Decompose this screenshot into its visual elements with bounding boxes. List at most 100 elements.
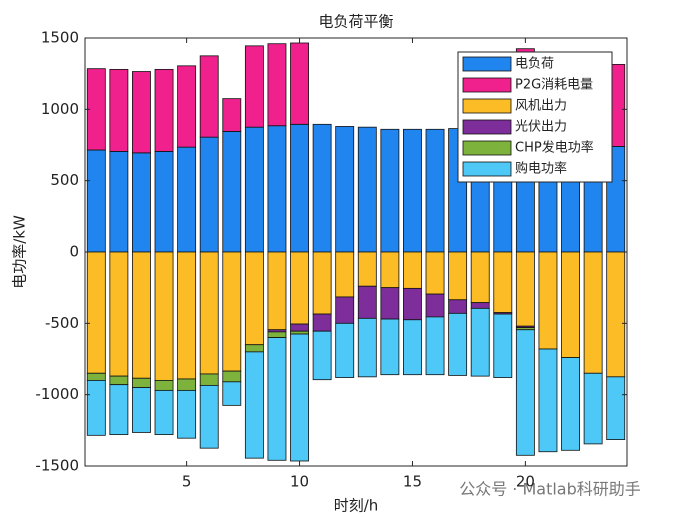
bar-segment: [154, 251, 174, 381]
bar-segment: [267, 331, 287, 339]
x-tick-label: 5: [182, 473, 192, 491]
bar-segment: [583, 251, 603, 374]
bar-segment: [357, 285, 377, 319]
bar-segment: [448, 251, 468, 301]
bar-segment: [561, 357, 580, 451]
bar-segment: [132, 71, 151, 154]
bar-segment: [312, 251, 332, 315]
y-axis-label: 电功率/kW: [11, 215, 29, 289]
legend-box: [457, 51, 613, 183]
bar-segment: [335, 322, 355, 378]
bar-segment: [177, 251, 197, 380]
bar-segment: [403, 251, 422, 289]
bar-segment: [109, 375, 129, 386]
y-tick-label: 1000: [41, 100, 79, 118]
bar-segment: [199, 136, 219, 253]
legend-label: 电负荷: [515, 57, 554, 72]
bar-segment: [380, 287, 400, 320]
legend-swatch: [462, 56, 512, 72]
bar-segment: [380, 318, 400, 376]
legend-label: P2G消耗电量: [515, 78, 593, 93]
bar-segment: [606, 251, 626, 378]
bar-segment: [132, 377, 151, 388]
bar-segment: [538, 348, 558, 453]
x-axis-label: 时刻/h: [334, 497, 379, 515]
bar-segment: [290, 42, 309, 125]
bar-segment: [583, 372, 603, 445]
bar-segment: [425, 128, 445, 253]
bar-segment: [154, 68, 174, 152]
bar-segment: [267, 43, 287, 127]
bar-segment: [154, 151, 174, 253]
y-tick-label: 0: [69, 243, 79, 261]
bar-segment: [244, 251, 264, 346]
bar-segment: [380, 128, 400, 253]
bar-segment: [380, 251, 400, 289]
bar-segment: [222, 131, 242, 253]
bar-segment: [267, 337, 287, 461]
chart-title: 电负荷平衡: [318, 13, 393, 31]
bar-segment: [312, 123, 332, 253]
bar-segment: [403, 128, 422, 253]
bar-segment: [425, 316, 445, 376]
bar-segment: [493, 251, 513, 314]
y-tick-label: -1000: [35, 385, 79, 403]
bar-segment: [154, 389, 174, 436]
bar-segment: [290, 323, 309, 332]
bar-segment: [515, 329, 535, 456]
bar-segment: [244, 351, 264, 459]
bar-segment: [267, 251, 287, 331]
y-tick-label: 1500: [41, 29, 79, 47]
bar-segment: [199, 384, 219, 449]
bar-segment: [199, 373, 219, 386]
bar-segment: [425, 251, 445, 295]
x-tick-label: 10: [290, 473, 309, 491]
bar-segment: [290, 123, 309, 253]
legend-label: 光伏出力: [515, 120, 567, 135]
x-tick-label: 15: [403, 473, 422, 491]
bar-segment: [335, 296, 355, 324]
bar-segment: [290, 333, 309, 462]
bar-segment: [86, 251, 106, 374]
bar-segment: [312, 330, 332, 381]
bar-segment: [222, 370, 242, 383]
bar-segment: [154, 379, 174, 391]
legend-swatch: [462, 98, 512, 114]
bar-segment: [222, 251, 242, 372]
bar-segment: [470, 251, 490, 304]
y-tick-label: -1500: [35, 457, 79, 475]
bar-segment: [86, 379, 106, 436]
bar-segment: [606, 376, 626, 441]
bar-segment: [290, 330, 309, 335]
bar-segment: [267, 125, 287, 253]
bar-segment: [109, 384, 129, 436]
bar-segment: [493, 313, 513, 378]
bar-segment: [335, 126, 355, 253]
bar-segment: [425, 293, 445, 318]
x-tick-label: 20: [516, 473, 535, 491]
legend-swatch: [462, 161, 512, 177]
bar-segment: [109, 251, 129, 377]
bar-segment: [357, 126, 377, 253]
y-tick-label: -500: [45, 314, 79, 332]
bar-segment: [177, 389, 197, 439]
legend-label: 购电功率: [515, 161, 567, 177]
bar-segment: [177, 65, 197, 148]
bar-segment: [290, 251, 309, 325]
bar-segment: [132, 251, 151, 379]
bar-segment: [132, 152, 151, 253]
bar-segment: [222, 381, 242, 406]
bar-segment: [244, 344, 264, 353]
bar-segment: [561, 251, 580, 358]
bar-segment: [177, 378, 197, 391]
bar-segment: [357, 251, 377, 287]
bar-segment: [335, 251, 355, 298]
bar-segment: [538, 251, 558, 350]
bar-segment: [515, 251, 535, 327]
bar-segment: [222, 98, 242, 132]
legend-label: CHP发电功率: [515, 140, 594, 156]
bar-segment: [357, 317, 377, 378]
bar-segment: [86, 372, 106, 381]
watermark: 公众号 · Matlab科研助手: [459, 480, 641, 499]
